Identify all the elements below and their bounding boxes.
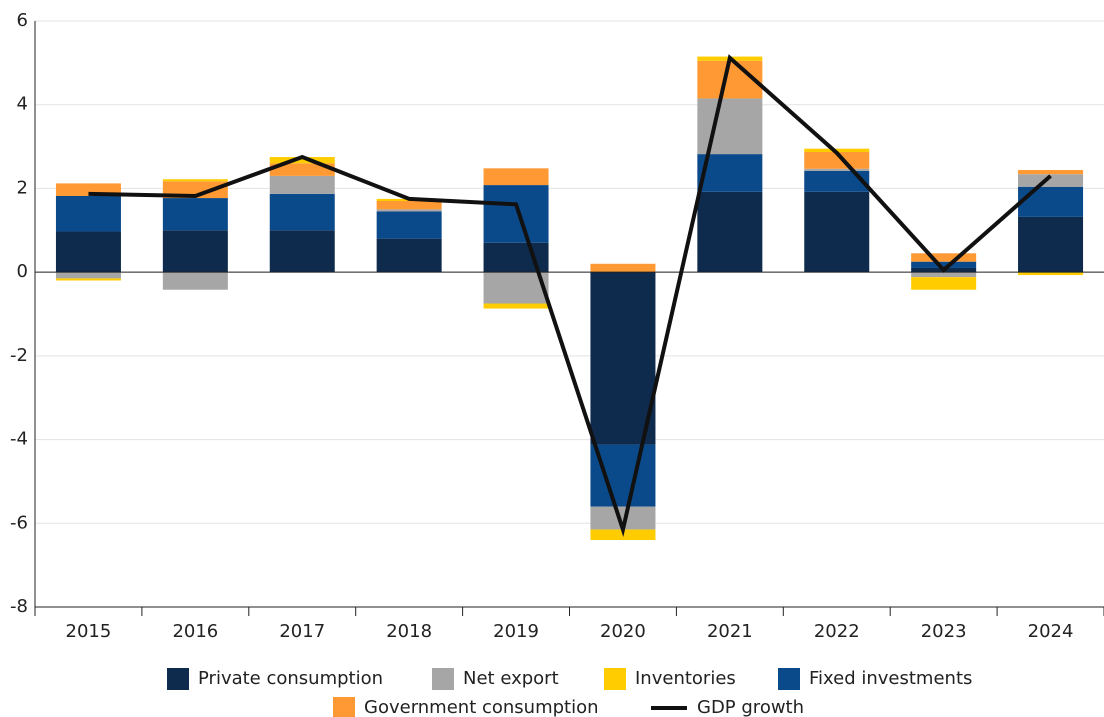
- bar-segment: [55, 231, 121, 273]
- bar-segment: [269, 157, 335, 164]
- legend-swatch: [333, 697, 355, 717]
- bar-segment: [1018, 216, 1084, 273]
- bar-segment: [590, 272, 656, 445]
- bar-segment: [55, 278, 121, 281]
- x-tick-label: 2019: [493, 621, 539, 642]
- bar-segment: [804, 170, 870, 192]
- bar-segment: [376, 200, 442, 210]
- x-tick-label: 2023: [921, 621, 967, 642]
- bar-segment: [590, 444, 656, 507]
- bar-segment: [1018, 174, 1084, 187]
- bar-segment: [55, 272, 121, 279]
- legend-label: Fixed investments: [809, 668, 972, 689]
- bar-segment: [911, 261, 977, 268]
- y-tick-label: 4: [17, 94, 28, 115]
- bar-segment: [697, 191, 763, 273]
- bar-segment: [911, 253, 977, 262]
- bar-segment: [376, 211, 442, 239]
- legend-label: Government consumption: [364, 697, 599, 717]
- legend-label: Inventories: [635, 668, 736, 689]
- bar-segment: [1018, 186, 1084, 217]
- y-tick-label: -4: [10, 429, 28, 450]
- legend-label: Net export: [463, 668, 559, 689]
- bar-segment: [162, 272, 228, 290]
- bar-segment: [804, 191, 870, 273]
- y-tick-label: 0: [17, 261, 28, 282]
- bar-segment: [55, 195, 121, 232]
- gdp-line: [88, 54, 1052, 538]
- y-tick-label: -8: [10, 596, 28, 617]
- legend-label: Private consumption: [198, 668, 383, 689]
- bar-segment: [911, 277, 977, 290]
- legend-swatch: [604, 668, 626, 690]
- x-tick-label: 2016: [172, 621, 218, 642]
- bar-segment: [590, 263, 656, 273]
- bar-segment: [804, 168, 870, 171]
- bar-segment: [590, 506, 656, 530]
- bar-segment: [269, 230, 335, 273]
- bar-segment: [483, 303, 549, 309]
- y-tick-label: 2: [17, 177, 28, 198]
- bar-segment: [483, 272, 549, 304]
- x-tick-label: 2018: [386, 621, 432, 642]
- y-tick-label: -6: [10, 512, 28, 533]
- bar-segment: [269, 163, 335, 176]
- bar-segment: [376, 238, 442, 273]
- bar-segment: [162, 198, 228, 231]
- bar-segment: [269, 193, 335, 231]
- bar-segment: [1018, 272, 1084, 276]
- bar-segment: [162, 230, 228, 273]
- bar-segment: [162, 179, 228, 182]
- legend-swatch: [432, 668, 454, 690]
- x-tick-label: 2024: [1028, 621, 1074, 642]
- bar-segment: [1018, 170, 1084, 175]
- bar-segment: [911, 272, 977, 278]
- legend-swatch: [167, 668, 189, 690]
- legend-label: GDP growth: [697, 697, 804, 717]
- x-tick-label: 2015: [66, 621, 112, 642]
- x-tick-label: 2020: [600, 621, 646, 642]
- legend-swatch: [778, 668, 800, 690]
- bar-segment: [804, 152, 870, 169]
- x-tick-label: 2017: [279, 621, 325, 642]
- bar-segment: [483, 185, 549, 243]
- x-tick-label: 2022: [814, 621, 860, 642]
- bar-segment: [376, 209, 442, 212]
- bar-segment: [483, 168, 549, 186]
- bar-segment: [697, 98, 763, 155]
- bar-segment: [269, 175, 335, 194]
- y-tick-label: -2: [10, 345, 28, 366]
- y-tick-label: 6: [17, 10, 28, 31]
- x-tick-label: 2021: [707, 621, 753, 642]
